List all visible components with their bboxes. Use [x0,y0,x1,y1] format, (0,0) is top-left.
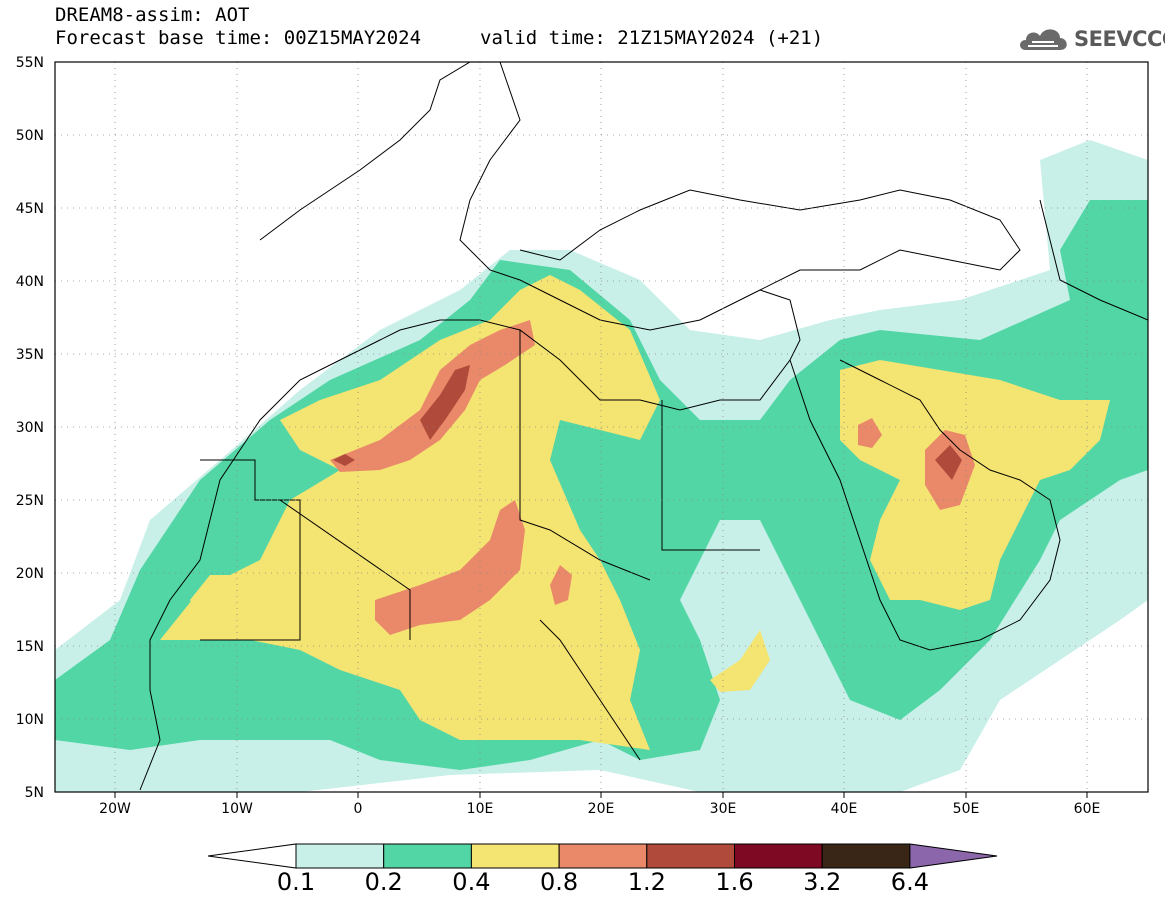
aot-level-0.4-arabia [840,360,1110,610]
cloud-icon [1020,29,1067,50]
aot-level-0.8-sahel [375,500,525,635]
colorbar-bin [734,843,823,869]
colorbar-bin [470,843,560,869]
colorbar-label: 0.8 [540,868,579,896]
coastlines [139,62,1148,791]
y-axis: 55N 50N 45N 40N 35N 30N 25N 20N 15N 10N … [16,55,44,801]
colorbar-label: 0.1 [276,868,316,896]
aot-level-1.2-west [333,454,355,466]
aot-level-0.8-chad [550,565,572,605]
colorbar-bin [821,843,911,869]
x-tick-label: 60E [1074,801,1101,817]
aot-level-0.4-small-1 [190,575,250,630]
x-axis: 20W 10W 0 10E 20E 30E 40E 50E 60E [99,792,1100,817]
colorbar [207,843,998,869]
aot-level-0.4 [160,275,660,750]
colorbar-under-arrow [207,843,297,869]
map-title: DREAM8-assim: AOT [55,4,250,26]
x-tick-label: 10W [221,801,253,817]
y-tick-label: 30N [16,420,44,436]
colorbar-bin [383,843,472,869]
aot-level-0.8-iraq [858,418,882,448]
colorbar-bin [646,843,735,869]
x-tick-label: 20W [99,801,131,817]
y-tick-label: 5N [25,785,44,801]
forecast-base-time: Forecast base time: 00Z15MAY2024 [55,27,422,49]
y-tick-label: 20N [16,566,44,582]
colorbar-label: 0.2 [364,868,403,896]
x-tick-label: 30E [710,801,737,817]
colorbar-bin [558,843,648,869]
y-tick-label: 50N [16,128,44,144]
aot-level-0.8 [330,320,535,472]
aot-field [55,140,1148,792]
grid-lines [55,62,1148,792]
y-tick-label: 15N [16,639,44,655]
colorbar-label: 3.2 [803,868,842,896]
x-tick-label: 0 [354,801,363,817]
aot-level-1.2-gulf [935,445,962,480]
aot-level-1.2 [420,365,470,440]
y-tick-label: 35N [16,347,44,363]
colorbar-over-arrow [909,843,998,869]
x-tick-label: 20E [588,801,615,817]
aot-level-0.4-small-2 [710,630,770,692]
colorbar-label: 0.4 [452,868,491,896]
colorbar-label: 1.6 [715,868,754,896]
y-tick-label: 55N [16,55,44,71]
y-tick-label: 25N [16,493,44,509]
y-tick-label: 45N [16,201,44,217]
colorbar-label: 6.4 [890,868,929,896]
logo-text: SEEVCCC [1074,27,1165,51]
seevccc-logo: SEEVCCC [1016,22,1165,56]
colorbar-label: 1.2 [627,868,666,896]
x-tick-label: 50E [953,801,980,817]
y-tick-label: 10N [16,712,44,728]
y-tick-label: 40N [16,274,44,290]
valid-time: valid time: 21Z15MAY2024 (+21) [480,27,824,49]
x-tick-label: 10E [467,801,494,817]
colorbar-bin [295,843,385,869]
x-tick-label: 40E [831,801,858,817]
